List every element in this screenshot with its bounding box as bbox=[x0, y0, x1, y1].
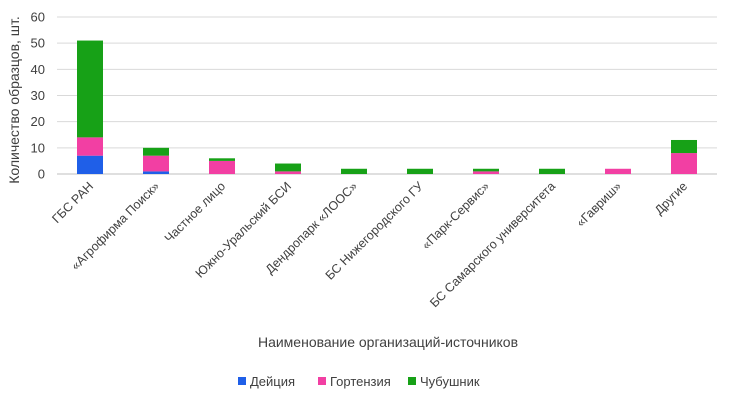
category-label: ГБС РАН bbox=[49, 179, 96, 226]
bar-segment bbox=[143, 147, 169, 156]
bar-segment bbox=[275, 171, 301, 174]
bar-segment bbox=[77, 40, 103, 138]
bar-segment bbox=[407, 168, 433, 174]
bar-segment bbox=[275, 163, 301, 172]
category-label: Частное лицо bbox=[162, 179, 228, 245]
bar-segment bbox=[209, 160, 235, 174]
bars bbox=[77, 40, 697, 174]
bar-segment bbox=[671, 139, 697, 154]
legend-swatch bbox=[318, 377, 326, 385]
bar-segment bbox=[341, 168, 367, 174]
y-tick-label: 60 bbox=[31, 10, 45, 25]
y-tick-label: 50 bbox=[31, 36, 45, 51]
legend-label: Гортензия bbox=[330, 374, 391, 389]
y-tick-labels: 0 10 20 30 40 50 60 bbox=[31, 10, 45, 182]
bar-segment bbox=[539, 168, 565, 174]
bar-segment bbox=[605, 168, 631, 174]
category-label: БС Самарского университета bbox=[427, 179, 558, 310]
bar-segment bbox=[77, 137, 103, 156]
bar-segment bbox=[473, 171, 499, 174]
y-tick-label: 10 bbox=[31, 140, 45, 155]
legend-label: Чубушник bbox=[420, 374, 480, 389]
bar-segment bbox=[209, 158, 235, 161]
x-axis-label: Наименование организаций-источников bbox=[258, 334, 518, 350]
bar-segment bbox=[143, 155, 169, 172]
y-axis-label: Количество образцов, шт. bbox=[6, 16, 22, 184]
y-tick-label: 20 bbox=[31, 114, 45, 129]
bar-segment bbox=[473, 168, 499, 172]
category-label: «Гавриш» bbox=[574, 179, 625, 230]
legend-swatch bbox=[238, 377, 246, 385]
category-labels: ГБС РАН«Агрофирма Поиск» Частное лицоЮжно… bbox=[49, 179, 690, 310]
legend-swatch bbox=[408, 377, 416, 385]
legend: Дейция Гортензия Чубушник bbox=[238, 374, 480, 389]
y-tick-label: 0 bbox=[38, 167, 45, 182]
bar-segment bbox=[671, 153, 697, 174]
y-tick-label: 30 bbox=[31, 88, 45, 103]
bar-segment bbox=[77, 155, 103, 174]
y-tick-label: 40 bbox=[31, 62, 45, 77]
category-label: Другие bbox=[652, 179, 690, 217]
bar-segment bbox=[143, 171, 169, 174]
legend-label: Дейция bbox=[250, 374, 295, 389]
category-label: «Парк-Сервис» bbox=[419, 179, 492, 252]
